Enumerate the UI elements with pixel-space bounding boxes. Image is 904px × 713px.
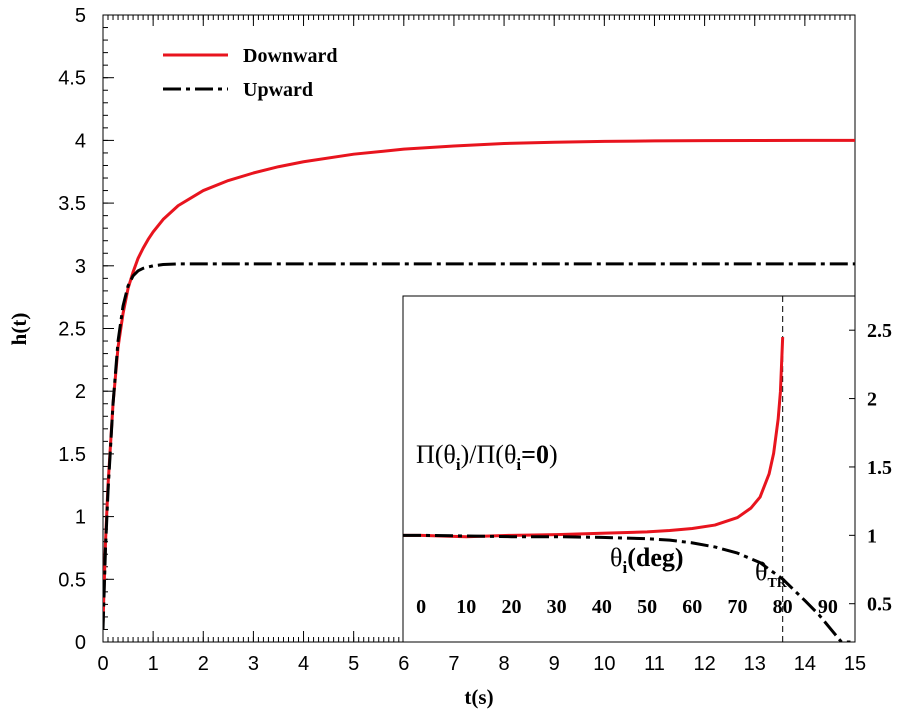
y-tick-label-0: 0	[75, 632, 86, 654]
x-tick-label-7: 7	[448, 653, 459, 675]
inset-x-tick-label-40: 40	[592, 596, 612, 618]
x-tick-label-0: 0	[97, 653, 108, 675]
x-tick-label-2: 2	[198, 653, 209, 675]
inset-ticks	[849, 329, 855, 605]
x-axis-title: t(s)	[464, 685, 493, 709]
y-tick-label-1-5: 1.5	[58, 444, 86, 466]
inset-y-tick-label-0-5: 0.5	[867, 594, 892, 616]
inset-background	[402, 295, 856, 643]
inset-series-line-upward	[403, 533, 851, 642]
inset-plot: 0.511.522.5 0 10 20 30 40 50 60 70 80 90 Π(θi)/Π(…	[402, 295, 892, 643]
inset-y-tick-labels: 0.5 1 1.5 2 2.5	[867, 320, 892, 616]
x-tick-label-9: 9	[549, 653, 560, 675]
y-tick-label-3-5: 3.5	[58, 193, 86, 215]
x-tick-label-13: 13	[744, 653, 766, 675]
legend-label-downward: Downward	[243, 45, 337, 67]
inset-y-tick-label-2: 2	[867, 389, 877, 411]
x-tick-label-3: 3	[248, 653, 259, 675]
inset-x-tick-label-70: 70	[727, 596, 747, 618]
x-tick-label-10: 10	[593, 653, 615, 675]
inset-x-tick-label-60: 60	[682, 596, 702, 618]
x-tick-label-6: 6	[398, 653, 409, 675]
inset-x-tick-label-0: 0	[416, 596, 426, 618]
inset-y-tick-label-1-5: 1.5	[867, 457, 892, 479]
y-axis-title: h(t)	[7, 313, 31, 346]
inset-ratio-label: Π(θi)/Π(θi=0)	[416, 440, 558, 474]
y-tick-label-2-5: 2.5	[58, 319, 86, 341]
inset-y-tick-label-1: 1	[867, 525, 877, 547]
legend-label-upward: Upward	[243, 79, 313, 101]
y-tick-label-4: 4	[75, 130, 86, 152]
legend: Downward Upward	[163, 45, 337, 101]
inset-series	[403, 336, 851, 642]
main-y-tick-labels: 0 0.5 1 1.5 2 2.5 3 3.5 4 4.5 5	[58, 5, 86, 654]
main-x-tick-labels: 0 1 2 3 4 5 6 7 8 9 10 11 12 13 14 15	[97, 653, 866, 675]
series-line-upward	[103, 262, 855, 630]
inset-y-tick-label-2-5: 2.5	[867, 320, 892, 342]
inset-x-tick-label-20: 20	[501, 596, 521, 618]
x-tick-label-4: 4	[298, 653, 309, 675]
x-tick-label-14: 14	[794, 653, 816, 675]
x-tick-label-8: 8	[499, 653, 510, 675]
inset-x-tick-label-50: 50	[637, 596, 657, 618]
inset-x-tick-label-90: 90	[818, 596, 838, 618]
y-tick-label-1: 1	[75, 507, 86, 529]
x-tick-label-11: 11	[644, 653, 665, 675]
inset-x-axis-title: θi(deg)	[610, 543, 684, 577]
x-tick-label-1: 1	[148, 653, 159, 675]
y-tick-label-2: 2	[75, 381, 86, 403]
inset-x-tick-labels: 0 10 20 30 40 50 60 70 80 90	[416, 596, 838, 618]
x-tick-label-5: 5	[348, 653, 359, 675]
x-tick-label-15: 15	[844, 653, 866, 675]
main-major-ticks	[102, 14, 856, 643]
y-tick-label-0-5: 0.5	[58, 569, 86, 591]
x-tick-label-12: 12	[693, 653, 715, 675]
y-tick-label-3: 3	[75, 256, 86, 278]
y-tick-label-4-5: 4.5	[58, 68, 86, 90]
y-tick-label-5: 5	[75, 5, 86, 27]
main-series	[103, 138, 855, 630]
inset-x-tick-label-30: 30	[547, 596, 567, 618]
inset-x-tick-label-10: 10	[456, 596, 476, 618]
